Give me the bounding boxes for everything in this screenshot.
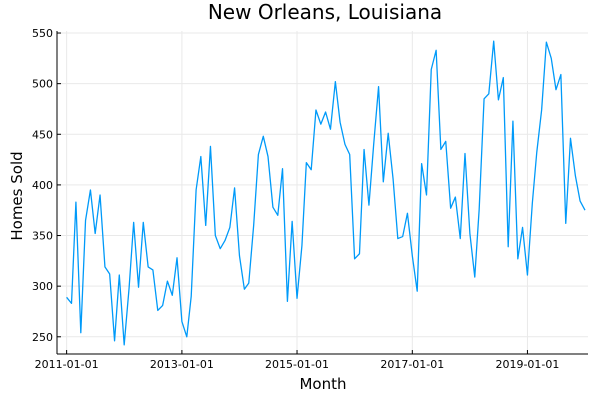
y-tick-label: 250 [32,331,53,344]
y-tick-label: 300 [32,280,53,293]
x-axis-label: Month [299,375,346,393]
y-tick-label: 450 [32,128,53,141]
y-tick-label: 350 [32,230,53,243]
y-axis-label: Homes Sold [8,151,26,240]
series-layer [66,40,586,346]
x-tick-label: 2011-01-01 [35,358,99,371]
x-tick-label: 2017-01-01 [380,358,444,371]
chart-title: New Orleans, Louisiana [208,0,442,24]
tick-labels: 2011-01-01 2013-01-01 2015-01-01 2017-01-01… [32,27,559,371]
grid [57,31,588,354]
axes [56,31,588,355]
series-line-0 [66,40,586,346]
x-tick-label: 2015-01-01 [265,358,329,371]
y-tick-label: 400 [32,179,53,192]
x-tick-label: 2019-01-01 [495,358,559,371]
y-tick-label: 550 [32,27,53,40]
x-tick-label: 2013-01-01 [150,358,214,371]
y-tick-label: 500 [32,78,53,91]
